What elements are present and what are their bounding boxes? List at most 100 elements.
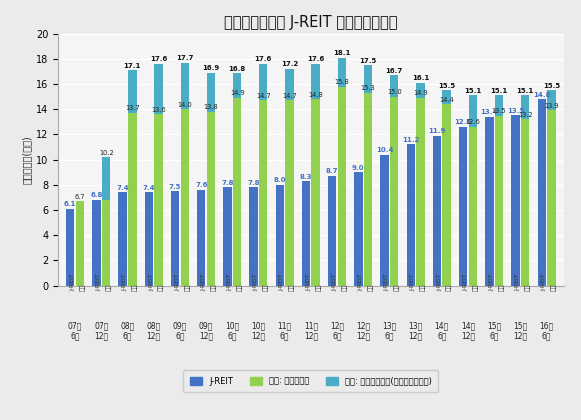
Text: J-REIT: J-REIT (437, 273, 442, 291)
Text: 8.0: 8.0 (274, 177, 286, 183)
Text: 11.2: 11.2 (402, 137, 419, 143)
Bar (537, 99, 546, 286)
Text: 18.1: 18.1 (333, 50, 350, 56)
Bar (469, 95, 477, 127)
Legend: J-REIT, 私募: 国内特化型, 私募: グローバル型(国内運用資産額): J-REIT, 私募: 国内特化型, 私募: グローバル型(国内運用資産額) (183, 370, 439, 392)
Bar (66, 209, 74, 286)
Text: 12.6: 12.6 (454, 119, 472, 125)
Text: 15.1: 15.1 (490, 88, 508, 94)
Bar (102, 200, 110, 286)
Bar (171, 191, 179, 286)
Text: 13.6: 13.6 (151, 107, 166, 113)
Bar (416, 83, 425, 98)
Text: J-REIT: J-REIT (96, 273, 102, 291)
Text: 私募: 私募 (525, 284, 531, 291)
Bar (364, 93, 372, 286)
Text: 私募: 私募 (551, 284, 557, 291)
Text: J-REIT: J-REIT (149, 273, 154, 291)
Text: 私募: 私募 (159, 284, 164, 291)
Text: 14.0: 14.0 (177, 102, 192, 108)
Text: J-REIT: J-REIT (280, 273, 285, 291)
Text: 14.8: 14.8 (309, 92, 323, 97)
Title: 私募ファンドと J-REIT の市場規模推移: 私募ファンドと J-REIT の市場規模推移 (224, 15, 397, 30)
Bar (285, 100, 293, 286)
Text: 17.2: 17.2 (281, 61, 298, 67)
Text: 09年
12月: 09年 12月 (199, 321, 213, 340)
Bar (469, 127, 477, 286)
Text: 09年
6月: 09年 6月 (173, 321, 187, 340)
Bar (155, 114, 163, 286)
Bar (407, 144, 415, 286)
Text: J-REIT: J-REIT (515, 273, 521, 291)
Bar (459, 127, 467, 286)
Bar (249, 187, 258, 286)
Text: 私募: 私募 (289, 284, 295, 291)
Bar (197, 190, 206, 286)
Text: 10.4: 10.4 (376, 147, 393, 153)
Text: 13.4: 13.4 (480, 109, 498, 115)
Bar (128, 70, 137, 113)
Text: 15.1: 15.1 (517, 88, 534, 94)
Text: J-REIT: J-REIT (123, 273, 128, 291)
Bar (259, 100, 267, 286)
Text: 私募: 私募 (394, 284, 400, 291)
Text: 私募: 私募 (447, 284, 452, 291)
Bar (521, 95, 529, 119)
Text: 13.5: 13.5 (507, 108, 524, 114)
Text: J-REIT: J-REIT (70, 273, 76, 291)
Bar (207, 112, 215, 286)
Text: 私募: 私募 (80, 284, 85, 291)
Bar (485, 117, 493, 286)
Text: 15年
6月: 15年 6月 (487, 321, 501, 340)
Bar (259, 64, 267, 100)
Bar (338, 87, 346, 286)
Text: 7.8: 7.8 (248, 180, 260, 186)
Text: 16.9: 16.9 (202, 65, 220, 71)
Text: 14.7: 14.7 (256, 93, 271, 99)
Bar (102, 157, 110, 200)
Text: 7.5: 7.5 (169, 184, 181, 189)
Text: 私募: 私募 (473, 284, 478, 291)
Text: 14.7: 14.7 (282, 93, 297, 99)
Text: 17.1: 17.1 (124, 63, 141, 68)
Text: 12.6: 12.6 (465, 119, 480, 125)
Bar (233, 73, 241, 98)
Bar (302, 181, 310, 286)
Bar (275, 185, 284, 286)
Text: 私募: 私募 (211, 284, 217, 291)
Text: 11年
12月: 11年 12月 (304, 321, 318, 340)
Bar (128, 113, 137, 286)
Text: 13.7: 13.7 (125, 105, 139, 111)
Text: 15.0: 15.0 (387, 89, 401, 95)
Text: 私募: 私募 (106, 284, 112, 291)
Bar (145, 192, 153, 286)
Bar (443, 90, 451, 104)
Text: 14.9: 14.9 (230, 90, 245, 96)
Text: 16年
6月: 16年 6月 (539, 321, 554, 340)
Text: 6.1: 6.1 (64, 201, 77, 207)
Text: 私募: 私募 (132, 284, 138, 291)
Bar (285, 69, 293, 100)
Text: 15.5: 15.5 (543, 83, 560, 89)
Text: 7.4: 7.4 (116, 185, 129, 191)
Text: J-REIT: J-REIT (332, 273, 337, 291)
Text: J-REIT: J-REIT (227, 273, 232, 291)
Bar (547, 110, 555, 286)
Bar (119, 192, 127, 286)
Text: 7.6: 7.6 (195, 182, 207, 188)
Bar (381, 155, 389, 286)
Text: J-REIT: J-REIT (175, 273, 180, 291)
Text: 08年
6月: 08年 6月 (120, 321, 135, 340)
Text: 13.2: 13.2 (518, 112, 533, 118)
Text: J-REIT: J-REIT (385, 273, 389, 291)
Text: 12年
12月: 12年 12月 (356, 321, 370, 340)
Bar (92, 200, 101, 286)
Text: 14.4: 14.4 (439, 97, 454, 102)
Bar (521, 119, 529, 286)
Text: 13.9: 13.9 (544, 103, 559, 109)
Bar (223, 187, 232, 286)
Bar (511, 116, 519, 286)
Text: 10.2: 10.2 (99, 150, 113, 155)
Bar (181, 109, 189, 286)
Text: 15.1: 15.1 (464, 88, 482, 94)
